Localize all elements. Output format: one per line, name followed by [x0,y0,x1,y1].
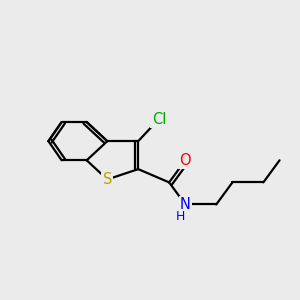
Text: H: H [176,210,186,223]
Text: O: O [179,153,191,168]
Text: Cl: Cl [152,112,166,127]
Text: N: N [180,197,191,212]
Text: S: S [103,172,112,187]
